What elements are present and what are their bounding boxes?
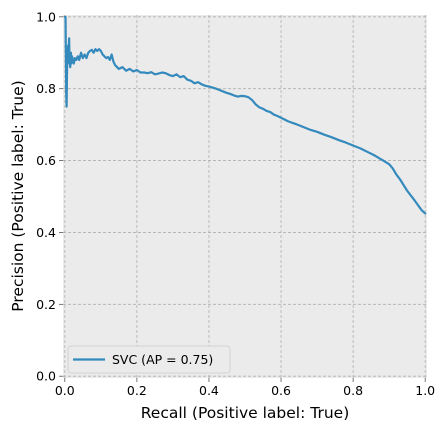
y-tick-label-4: 0.8 [36,81,56,96]
y-tick-label-3: 0.6 [36,153,56,168]
y-tick-label-1: 0.2 [36,297,56,312]
legend-label: SVC (AP = 0.75) [112,352,213,367]
legend: SVC (AP = 0.75) [67,345,231,374]
x-tick-label-4: 0.8 [343,383,363,398]
x-axis-label: Recall (Positive label: True) [141,404,350,422]
plot-background [63,15,427,378]
legend-box [67,345,231,374]
series-line-0 [63,15,427,215]
x-tick-label-0: 0.0 [55,383,75,398]
x-tick-label-5: 1.0 [415,383,435,398]
x-tick-label-2: 0.4 [199,383,219,398]
series-group [63,15,427,215]
x-tick-label-1: 0.2 [127,383,147,398]
x-tick-label-3: 0.6 [271,383,291,398]
y-axis-label: Precision (Positive label: True) [9,80,27,311]
grid [63,15,427,378]
y-tick-label-5: 1.0 [36,9,56,24]
ticks: 0.0 0.2 0.4 0.6 0.8 1.0 0.0 0.2 0.4 0.6 0.8 1.0 [36,9,435,398]
y-tick-label-0: 0.0 [36,369,56,384]
y-tick-label-2: 0.4 [36,225,56,240]
